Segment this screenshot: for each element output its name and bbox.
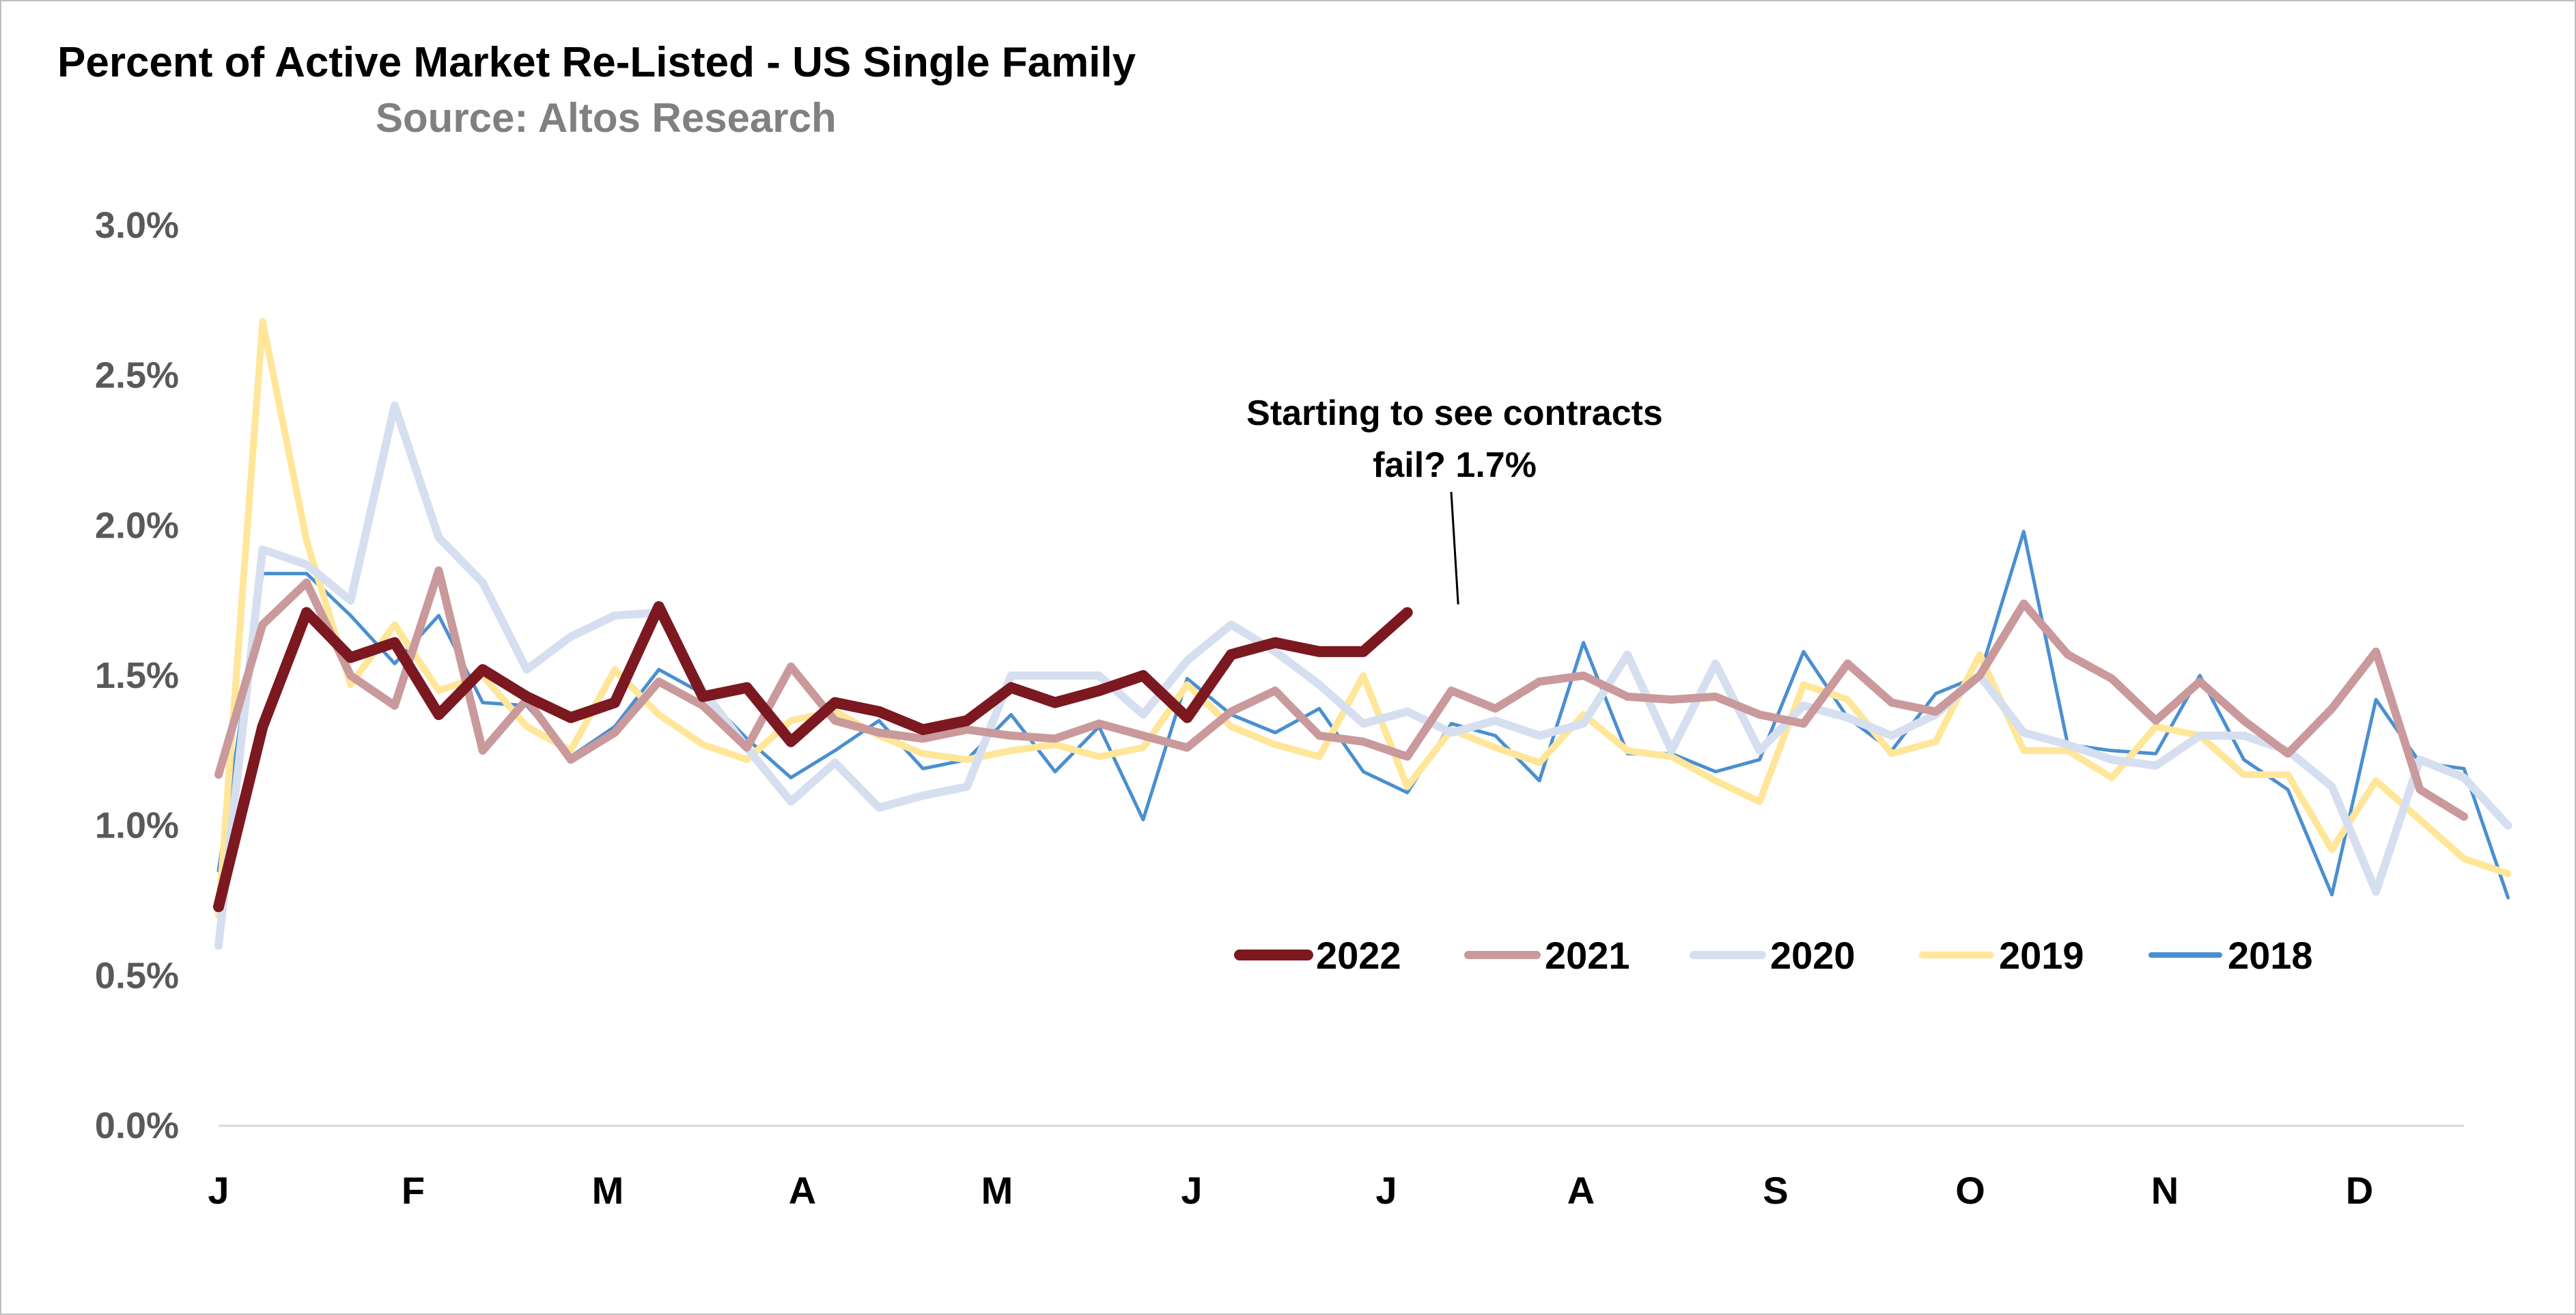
annotation-leader-line [1450,491,1459,605]
y-tick-label: 2.0% [95,505,179,546]
annotation-text-line2: fail? 1.7% [1373,445,1537,485]
y-tick-label: 2.5% [95,355,179,396]
chart-title: Percent of Active Market Re-Listed - US … [57,39,1136,86]
chart-subtitle: Source: Altos Research [376,95,837,141]
x-tick-label: J [1375,1169,1397,1212]
x-tick-label: F [402,1169,425,1212]
x-tick-label: J [1181,1169,1202,1212]
legend-label-2018: 2018 [2228,934,2313,977]
series-line-2020 [214,401,2512,950]
legend-label-2022: 2022 [1316,934,1401,977]
y-tick-label: 3.0% [95,205,179,246]
annotation-text-line1: Starting to see contracts [1246,393,1663,433]
y-tick-label: 1.5% [95,655,179,696]
legend-label-2021: 2021 [1545,934,1630,977]
x-tick-label: S [1763,1169,1788,1212]
x-tick-label: A [1567,1169,1595,1212]
y-tick-label: 0.0% [95,1105,179,1146]
x-tick-label: A [789,1169,816,1212]
y-tick-label: 1.0% [95,805,179,846]
x-tick-label: O [1955,1169,1985,1212]
series-line-2022 [213,601,1413,913]
series-line-2021 [214,566,2468,821]
x-tick-label: M [981,1169,1013,1212]
x-tick-label: D [2346,1169,2373,1212]
x-tick-label: J [208,1169,229,1212]
legend-label-2019: 2019 [1999,934,2084,977]
x-tick-label: M [592,1169,624,1212]
y-tick-label: 0.5% [95,955,179,996]
legend-label-2020: 2020 [1770,934,1856,977]
x-tick-label: N [2151,1169,2179,1212]
series-line-2018 [216,529,2510,900]
